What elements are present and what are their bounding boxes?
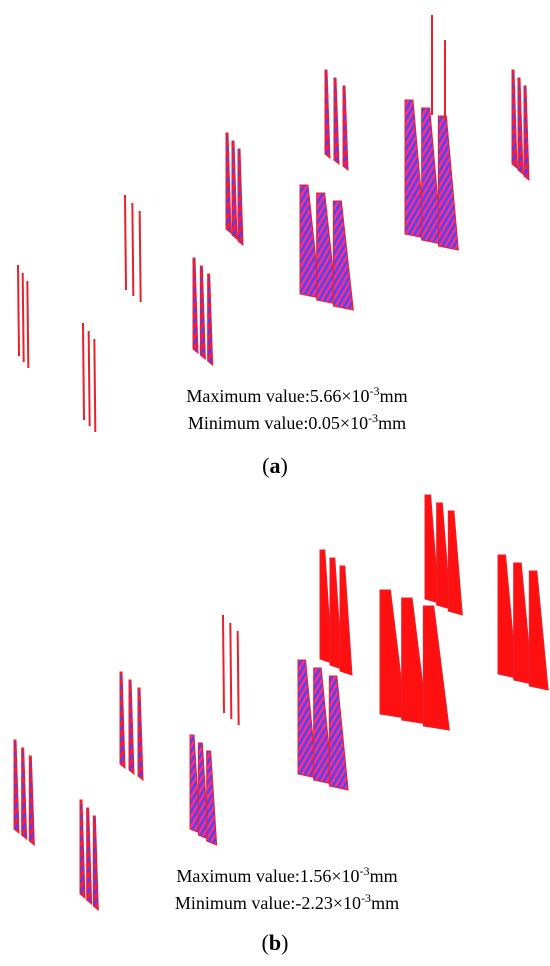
blade [222, 614, 225, 714]
unit: mm [371, 893, 399, 913]
blade [523, 85, 530, 182]
exponent: -3 [361, 891, 371, 905]
blade [128, 679, 135, 776]
blade [324, 69, 331, 160]
blade [339, 565, 353, 676]
panel-label: (a) [262, 453, 288, 478]
blade [192, 257, 199, 355]
blade [82, 322, 85, 421]
blade [131, 202, 135, 297]
min-value: Minimum value:-2.23×10-3mm [175, 891, 399, 913]
blade [86, 807, 93, 906]
max-value: Maximum value:5.66×10-3mm [186, 384, 407, 406]
blade [206, 750, 218, 846]
exponent: -3 [368, 411, 378, 425]
unit: mm [378, 413, 406, 433]
exponent: -3 [360, 864, 370, 878]
panel-a-caption: Maximum value:5.66×10-3mm Minimum value:… [186, 384, 407, 478]
label: b [269, 930, 281, 955]
deformation-plots [13, 15, 549, 912]
blade [13, 739, 20, 835]
blade [332, 200, 354, 311]
blade [229, 622, 233, 720]
blade [422, 605, 450, 731]
panel-b-caption: Maximum value:1.56×10-3mm Minimum value:… [175, 864, 399, 955]
blade [87, 330, 91, 427]
text: Minimum value:-2.23×10 [175, 893, 361, 913]
blade [517, 77, 524, 176]
text: Maximum value:1.56×10 [176, 866, 359, 886]
blade [207, 273, 214, 367]
unit: mm [370, 866, 398, 886]
blade [333, 77, 340, 166]
max-value: Maximum value:1.56×10-3mm [176, 864, 397, 886]
blade [447, 510, 463, 616]
blade [437, 115, 459, 251]
blade [137, 687, 144, 782]
blade [328, 675, 349, 791]
min-value: Minimum value:0.05×10-3mm [188, 411, 406, 433]
blade [28, 755, 35, 847]
blade [21, 272, 25, 363]
unit: mm [380, 386, 408, 406]
label: a [270, 453, 281, 478]
blade [225, 132, 232, 235]
blade [93, 338, 97, 433]
blade [79, 799, 86, 900]
text: Maximum value:5.66×10 [186, 386, 369, 406]
blade [26, 280, 30, 369]
blade [138, 210, 142, 303]
blade [236, 630, 240, 726]
blade [21, 747, 28, 841]
blade [17, 264, 20, 357]
blade [92, 815, 99, 912]
blade [342, 85, 349, 172]
blade [124, 194, 127, 291]
blade [199, 265, 206, 361]
text: Minimum value:0.05×10 [188, 413, 368, 433]
exponent: -3 [370, 384, 380, 398]
blade [528, 570, 549, 691]
blade [511, 69, 518, 170]
panel-label: (b) [262, 930, 289, 955]
blade [119, 671, 126, 770]
blade [237, 148, 244, 247]
blade [231, 140, 238, 241]
